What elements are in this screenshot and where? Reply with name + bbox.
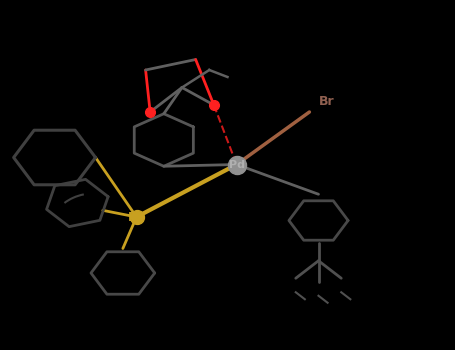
Text: Pd: Pd [228,160,245,169]
Text: Br: Br [318,96,334,108]
Text: P: P [127,211,136,224]
